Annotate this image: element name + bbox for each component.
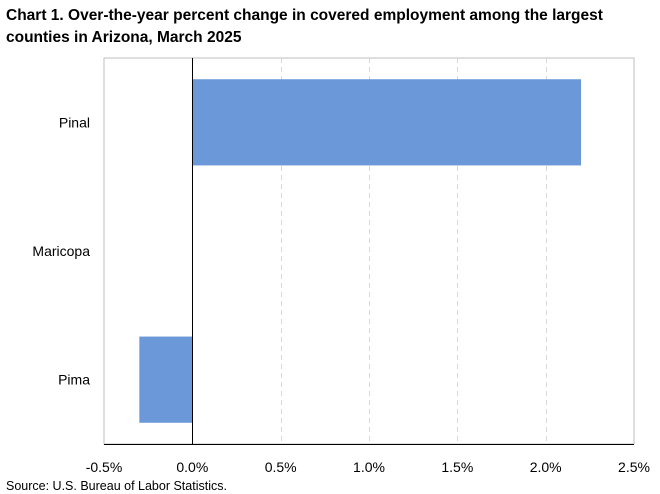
source-note: Source: U.S. Bureau of Labor Statistics. [6,479,227,493]
category-label-pima: Pima [58,372,90,388]
x-tick-label: 1.5% [441,459,473,475]
x-tick-label: 0.0% [176,459,208,475]
x-tick-label: 1.0% [353,459,385,475]
bars [139,79,582,423]
x-tick-label: 2.0% [530,459,562,475]
bar-pinal [192,79,582,166]
category-label-maricopa: Maricopa [32,243,90,259]
x-tick-label: 0.5% [265,459,297,475]
axes [104,58,634,445]
category-label-pinal: Pinal [59,114,90,130]
chart-title: Chart 1. Over-the-year percent change in… [6,7,603,46]
x-tick-label: 2.5% [618,459,650,475]
category-labels: Pinal Maricopa Pima [32,114,90,387]
value-axis-labels: -0.5% 0.0% 0.5% 1.0% 1.5% 2.0% 2.5% [86,459,650,475]
x-tick-label: -0.5% [86,459,123,475]
bar-pima [139,336,193,423]
